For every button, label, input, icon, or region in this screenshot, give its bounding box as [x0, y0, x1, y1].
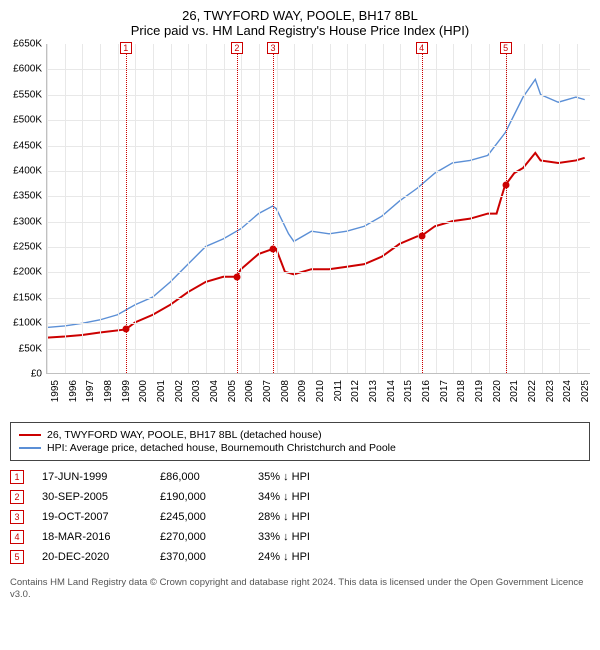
- sales-diff: 35% ↓ HPI: [258, 471, 358, 483]
- sales-price: £370,000: [160, 551, 240, 563]
- sales-number: 1: [10, 470, 24, 484]
- sales-row: 2 30-SEP-2005 £190,000 34% ↓ HPI: [10, 487, 590, 507]
- sales-diff: 24% ↓ HPI: [258, 551, 358, 563]
- y-tick-label: £650K: [13, 39, 42, 50]
- sales-price: £86,000: [160, 471, 240, 483]
- y-tick-label: £100K: [13, 318, 42, 329]
- sales-diff: 33% ↓ HPI: [258, 531, 358, 543]
- x-tick-label: 2019: [474, 380, 485, 402]
- sales-row: 3 19-OCT-2007 £245,000 28% ↓ HPI: [10, 507, 590, 527]
- sales-number: 3: [10, 510, 24, 524]
- x-tick-label: 2002: [174, 380, 185, 402]
- sales-diff: 28% ↓ HPI: [258, 511, 358, 523]
- y-tick-label: £150K: [13, 292, 42, 303]
- page-subtitle: Price paid vs. HM Land Registry's House …: [6, 23, 594, 38]
- y-axis: £0£50K£100K£150K£200K£250K£300K£350K£400…: [6, 44, 44, 374]
- sales-price: £245,000: [160, 511, 240, 523]
- x-tick-label: 2007: [262, 380, 273, 402]
- y-tick-label: £50K: [19, 343, 42, 354]
- x-tick-label: 2010: [315, 380, 326, 402]
- sale-point: [418, 232, 425, 239]
- x-tick-label: 2025: [580, 380, 591, 402]
- sales-row: 4 18-MAR-2016 £270,000 33% ↓ HPI: [10, 527, 590, 547]
- plot-area: 1 2 3 4 5: [46, 44, 590, 374]
- x-tick-label: 2017: [439, 380, 450, 402]
- y-tick-label: £200K: [13, 267, 42, 278]
- x-axis: 1995 1996 1997 1998 1999 2000 2001 2002 2003 2004…: [46, 376, 590, 406]
- sales-date: 19-OCT-2007: [42, 511, 142, 523]
- series-hpi: [47, 79, 585, 327]
- x-tick-label: 2013: [368, 380, 379, 402]
- x-tick-label: 2005: [227, 380, 238, 402]
- x-tick-label: 2015: [403, 380, 414, 402]
- sales-price: £270,000: [160, 531, 240, 543]
- x-tick-label: 1996: [68, 380, 79, 402]
- x-tick-label: 2023: [545, 380, 556, 402]
- sale-point: [502, 182, 509, 189]
- x-tick-label: 1997: [85, 380, 96, 402]
- sales-number: 2: [10, 490, 24, 504]
- sale-point: [122, 326, 129, 333]
- y-tick-label: £500K: [13, 115, 42, 126]
- page-title: 26, TWYFORD WAY, POOLE, BH17 8BL: [6, 8, 594, 23]
- sales-number: 5: [10, 550, 24, 564]
- series-price_paid: [47, 153, 585, 338]
- x-tick-label: 2018: [456, 380, 467, 402]
- x-tick-label: 2008: [280, 380, 291, 402]
- x-tick-label: 2011: [333, 380, 344, 402]
- legend-swatch: [19, 434, 41, 436]
- sales-date: 20-DEC-2020: [42, 551, 142, 563]
- x-tick-label: 2006: [244, 380, 255, 402]
- legend-swatch: [19, 447, 41, 449]
- y-tick-label: £300K: [13, 216, 42, 227]
- sale-marker: 4: [416, 42, 428, 54]
- sales-row: 5 20-DEC-2020 £370,000 24% ↓ HPI: [10, 547, 590, 567]
- y-tick-label: £250K: [13, 242, 42, 253]
- x-tick-label: 2000: [138, 380, 149, 402]
- x-tick-label: 2020: [492, 380, 503, 402]
- legend: 26, TWYFORD WAY, POOLE, BH17 8BL (detach…: [10, 422, 590, 461]
- sale-marker: 5: [500, 42, 512, 54]
- y-tick-label: £0: [31, 369, 42, 380]
- x-tick-label: 2022: [527, 380, 538, 402]
- x-tick-label: 2021: [509, 380, 520, 402]
- y-tick-label: £350K: [13, 191, 42, 202]
- legend-item: 26, TWYFORD WAY, POOLE, BH17 8BL (detach…: [19, 429, 581, 441]
- sale-marker: 2: [231, 42, 243, 54]
- sales-date: 30-SEP-2005: [42, 491, 142, 503]
- price-chart: £0£50K£100K£150K£200K£250K£300K£350K£400…: [46, 44, 590, 394]
- sales-date: 18-MAR-2016: [42, 531, 142, 543]
- x-tick-label: 2004: [209, 380, 220, 402]
- x-tick-label: 2012: [350, 380, 361, 402]
- sale-marker: 3: [267, 42, 279, 54]
- x-tick-label: 2009: [297, 380, 308, 402]
- sales-diff: 34% ↓ HPI: [258, 491, 358, 503]
- x-tick-label: 2014: [386, 380, 397, 402]
- sale-marker: 1: [120, 42, 132, 54]
- x-tick-label: 1999: [121, 380, 132, 402]
- y-tick-label: £400K: [13, 165, 42, 176]
- legend-item: HPI: Average price, detached house, Bour…: [19, 442, 581, 454]
- x-tick-label: 2016: [421, 380, 432, 402]
- sales-date: 17-JUN-1999: [42, 471, 142, 483]
- sales-row: 1 17-JUN-1999 £86,000 35% ↓ HPI: [10, 467, 590, 487]
- sales-table: 1 17-JUN-1999 £86,000 35% ↓ HPI 2 30-SEP-2005…: [10, 467, 590, 567]
- sales-number: 4: [10, 530, 24, 544]
- legend-label: HPI: Average price, detached house, Bour…: [47, 442, 396, 454]
- legend-label: 26, TWYFORD WAY, POOLE, BH17 8BL (detach…: [47, 429, 322, 441]
- sale-point: [233, 273, 240, 280]
- y-tick-label: £550K: [13, 89, 42, 100]
- sale-point: [270, 245, 277, 252]
- x-tick-label: 2024: [562, 380, 573, 402]
- y-tick-label: £450K: [13, 140, 42, 151]
- x-tick-label: 1998: [103, 380, 114, 402]
- x-tick-label: 2001: [156, 380, 167, 402]
- footnote: Contains HM Land Registry data © Crown c…: [10, 577, 590, 602]
- sales-price: £190,000: [160, 491, 240, 503]
- x-tick-label: 1995: [50, 380, 61, 402]
- x-tick-label: 2003: [191, 380, 202, 402]
- y-tick-label: £600K: [13, 64, 42, 75]
